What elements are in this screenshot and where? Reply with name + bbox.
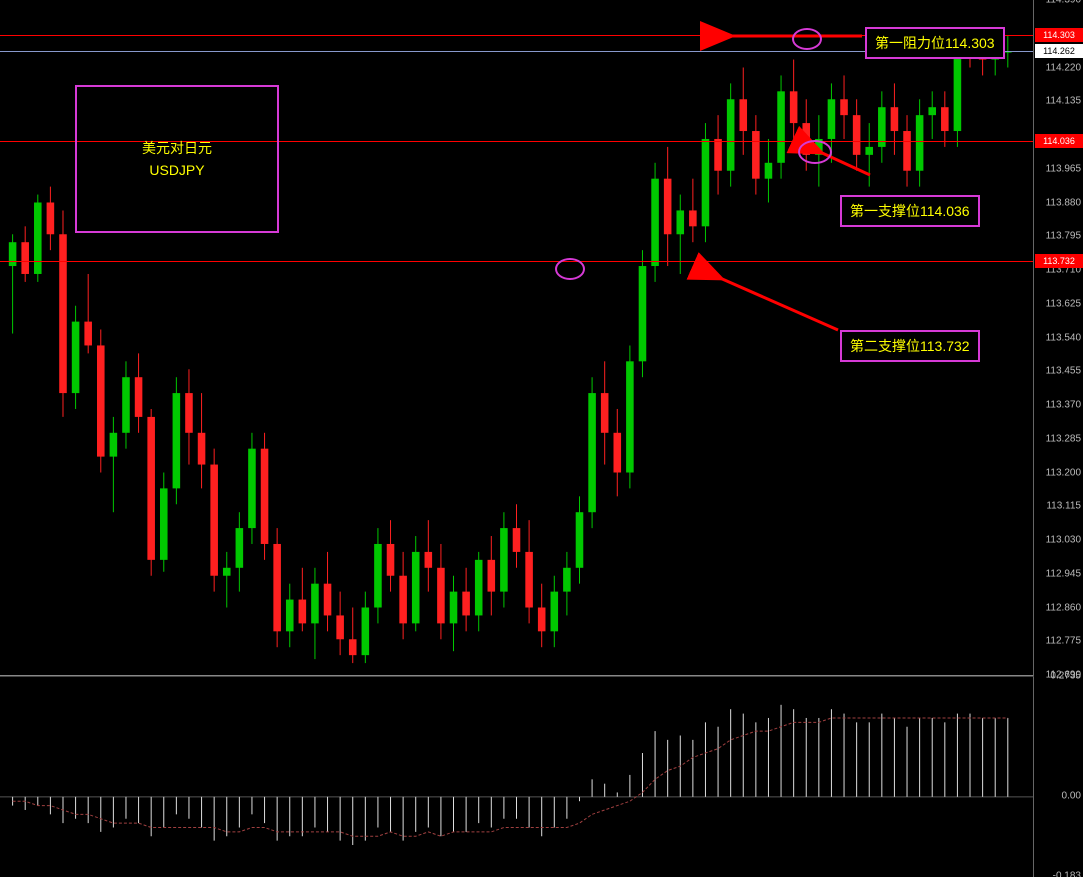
- price-tick: 113.540: [1046, 332, 1081, 343]
- pair-title-box: 美元对日元 USDJPY: [75, 85, 279, 233]
- macd-panel[interactable]: [0, 676, 1034, 877]
- price-tick: 112.860: [1046, 602, 1081, 613]
- annotation-label: 第一支撑位114.036: [840, 195, 980, 227]
- price-axis: 114.390 114.303 114.262 114.220 114.135 114.0…: [1033, 0, 1083, 675]
- price-tick: 113.625: [1046, 298, 1081, 309]
- macd-tick: 0.00: [1062, 790, 1081, 801]
- price-tick: 112.775: [1046, 636, 1081, 647]
- price-tick: 114.390: [1046, 0, 1081, 6]
- macd-axis: 0.27350.00-0.183: [1033, 676, 1083, 876]
- price-tick: 113.795: [1046, 231, 1081, 242]
- macd-tick: 0.2735: [1050, 671, 1081, 682]
- pair-title-zh: 美元对日元: [91, 137, 263, 159]
- macd-layer: [0, 677, 1033, 877]
- price-tag: 114.262: [1035, 44, 1083, 58]
- price-tick: 113.880: [1046, 197, 1081, 208]
- price-tag: 113.732: [1035, 254, 1083, 268]
- annotation-label: 第二支撑位113.732: [840, 330, 980, 362]
- hline: [0, 261, 1033, 262]
- macd-tick: -0.183: [1053, 871, 1081, 877]
- price-tick: 112.945: [1046, 568, 1081, 579]
- price-tick: 113.030: [1046, 535, 1081, 546]
- price-tick: 113.115: [1046, 501, 1081, 512]
- price-tag: 114.036: [1035, 134, 1083, 148]
- highlight-ellipse: [798, 140, 832, 164]
- price-tick: 113.285: [1046, 433, 1081, 444]
- price-tick: 113.455: [1046, 366, 1081, 377]
- chart-root: 第一阻力位114.303 第一支撑位114.036 第二支撑位113.732 114…: [0, 0, 1083, 877]
- price-tag: 114.303: [1035, 28, 1083, 42]
- highlight-ellipse: [555, 258, 585, 280]
- price-tick: 113.965: [1046, 163, 1081, 174]
- price-tick: 114.135: [1046, 96, 1081, 107]
- highlight-ellipse: [792, 28, 822, 50]
- pair-title-en: USDJPY: [91, 159, 263, 181]
- price-tick: 113.200: [1046, 467, 1081, 478]
- annotation-label: 第一阻力位114.303: [865, 27, 1005, 59]
- price-tick: 113.370: [1046, 400, 1081, 411]
- price-tick: 114.220: [1046, 62, 1081, 73]
